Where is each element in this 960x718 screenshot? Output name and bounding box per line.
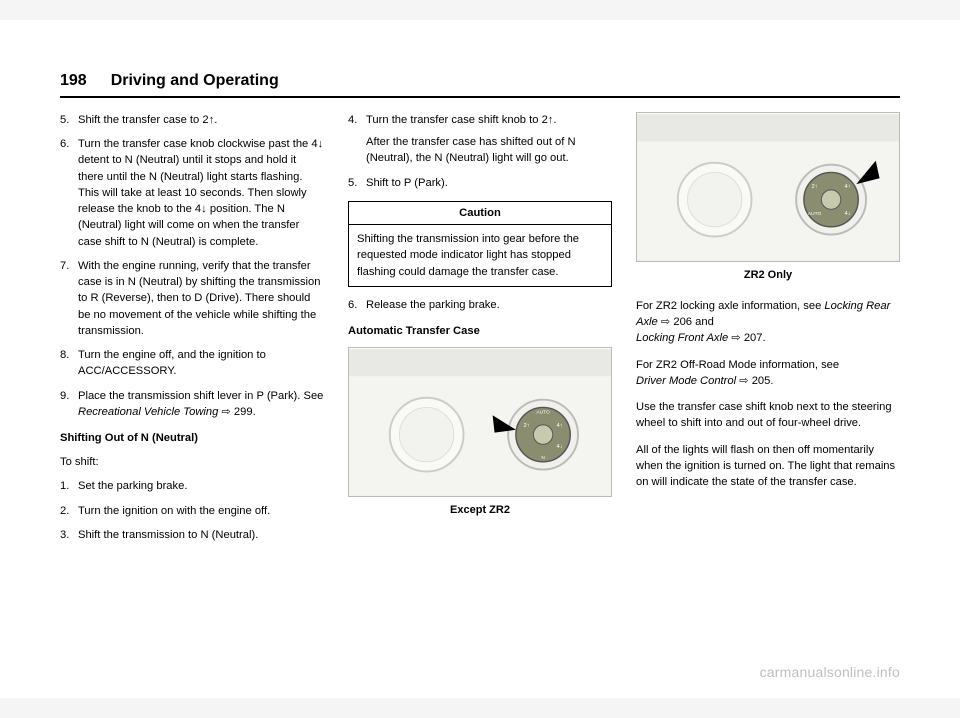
step-9: 9. Place the transmission shift lever in…: [60, 388, 324, 420]
column-3: 2↑ 4↑ AUTO 4↓ ZR2 Only For ZR2 locking a…: [636, 112, 900, 652]
figure-zr2-only: 2↑ 4↑ AUTO 4↓: [636, 112, 900, 262]
xref-page: ⇨ 299.: [218, 406, 255, 418]
page-number: 198: [60, 72, 87, 90]
xref-title: Locking Front Axle: [636, 332, 728, 344]
step-number: 9.: [60, 388, 78, 420]
svg-text:N: N: [541, 455, 545, 461]
step-number: 5.: [348, 175, 366, 191]
out-step-4: 4. Turn the transfer case shift knob to …: [348, 112, 612, 167]
arrow-down-icon: ↓: [318, 138, 324, 150]
column-1: 5. Shift the transfer case to 2↑. 6. Tur…: [60, 112, 324, 652]
xref-page: ⇨ 205.: [736, 375, 773, 387]
svg-text:4↑: 4↑: [845, 184, 851, 190]
caution-box: Caution Shifting the transmission into g…: [348, 201, 612, 287]
caution-heading: Caution: [349, 202, 611, 225]
t: Turn the transfer case knob clockwise pa…: [78, 138, 318, 150]
step-number: 4.: [348, 112, 366, 167]
svg-text:2↑: 2↑: [812, 184, 818, 190]
t: For ZR2 Off-Road Mode information, see: [636, 359, 839, 371]
step-number: 7.: [60, 258, 78, 339]
t: and: [692, 316, 714, 328]
out-step-3: 3. Shift the transmission to N (Neutral)…: [60, 527, 324, 543]
section-title: Driving and Operating: [111, 72, 279, 90]
paragraph-lights-flash: All of the lights will flash on then off…: [636, 442, 900, 491]
step-text: Shift to P (Park).: [366, 175, 612, 191]
xref-title: Recreational Vehicle Towing: [78, 406, 218, 418]
step-number: 5.: [60, 112, 78, 128]
svg-text:4↓: 4↓: [845, 211, 851, 217]
step-text: Set the parking brake.: [78, 478, 324, 494]
step-text: Turn the transfer case knob clockwise pa…: [78, 136, 324, 250]
xref-page: ⇨ 207.: [728, 332, 765, 344]
caution-body: Shifting the transmission into gear befo…: [349, 225, 611, 286]
step-text: With the engine running, verify that the…: [78, 258, 324, 339]
section-automatic-transfer-case: Automatic Transfer Case: [348, 323, 612, 339]
t: For ZR2 locking axle information, see: [636, 300, 824, 312]
out-step-1: 1. Set the parking brake.: [60, 478, 324, 494]
out-step-2: 2. Turn the ignition on with the engine …: [60, 503, 324, 519]
svg-text:2↑: 2↑: [524, 423, 530, 429]
paragraph-use-knob: Use the transfer case shift knob next to…: [636, 399, 900, 431]
step-text: Shift the transmission to N (Neutral).: [78, 527, 324, 543]
svg-text:AUTO: AUTO: [808, 211, 822, 217]
out-step-6: 6. Release the parking brake.: [348, 297, 612, 313]
t: .: [553, 114, 556, 126]
t: .: [214, 114, 217, 126]
step-text: Shift the transfer case to 2↑.: [78, 112, 324, 128]
svg-text:4↑: 4↑: [557, 423, 563, 429]
step-7: 7. With the engine running, verify that …: [60, 258, 324, 339]
step-text: Turn the transfer case shift knob to 2↑.…: [366, 112, 612, 167]
manual-page: 198 Driving and Operating 5. Shift the t…: [0, 20, 960, 698]
t: Place the transmission shift lever in P …: [78, 390, 323, 402]
figure-caption-zr2-only: ZR2 Only: [636, 268, 900, 284]
paragraph-locking-axle: For ZR2 locking axle information, see Lo…: [636, 298, 900, 347]
step-text: Turn the ignition on with the engine off…: [78, 503, 324, 519]
figure-caption-except-zr2: Except ZR2: [348, 503, 612, 519]
step-6: 6. Turn the transfer case knob clockwise…: [60, 136, 324, 250]
step-text: Place the transmission shift lever in P …: [78, 388, 324, 420]
xref-page: ⇨ 206: [658, 316, 692, 328]
step-8: 8. Turn the engine off, and the ignition…: [60, 347, 324, 379]
step-number: 3.: [60, 527, 78, 543]
figure-except-zr2: AUTO 2↑ 4↑ 4↓ N: [348, 347, 612, 497]
subheading-shifting-out: Shifting Out of N (Neutral): [60, 430, 324, 446]
transfer-case-illustration: AUTO 2↑ 4↑ 4↓ N: [349, 348, 611, 496]
paragraph-offroad-mode: For ZR2 Off-Road Mode information, see D…: [636, 357, 900, 389]
content-columns: 5. Shift the transfer case to 2↑. 6. Tur…: [60, 112, 900, 652]
t: Turn the transfer case shift knob to 2: [366, 114, 548, 126]
step-text: Release the parking brake.: [366, 297, 612, 313]
transfer-case-illustration-zr2: 2↑ 4↑ AUTO 4↓: [637, 113, 899, 261]
svg-text:4↓: 4↓: [557, 445, 563, 451]
out-step-5: 5. Shift to P (Park).: [348, 175, 612, 191]
column-2: 4. Turn the transfer case shift knob to …: [348, 112, 612, 652]
step-subtext: After the transfer case has shifted out …: [366, 134, 612, 166]
step-number: 6.: [348, 297, 366, 313]
page-header: 198 Driving and Operating: [60, 72, 900, 98]
step-number: 8.: [60, 347, 78, 379]
to-shift-label: To shift:: [60, 454, 324, 470]
svg-text:AUTO: AUTO: [536, 410, 550, 416]
step-number: 1.: [60, 478, 78, 494]
step-text: Turn the engine off, and the ignition to…: [78, 347, 324, 379]
step-number: 2.: [60, 503, 78, 519]
step-5: 5. Shift the transfer case to 2↑.: [60, 112, 324, 128]
step-number: 6.: [60, 136, 78, 250]
t: Shift the transfer case to 2: [78, 114, 209, 126]
xref-title: Driver Mode Control: [636, 375, 736, 387]
